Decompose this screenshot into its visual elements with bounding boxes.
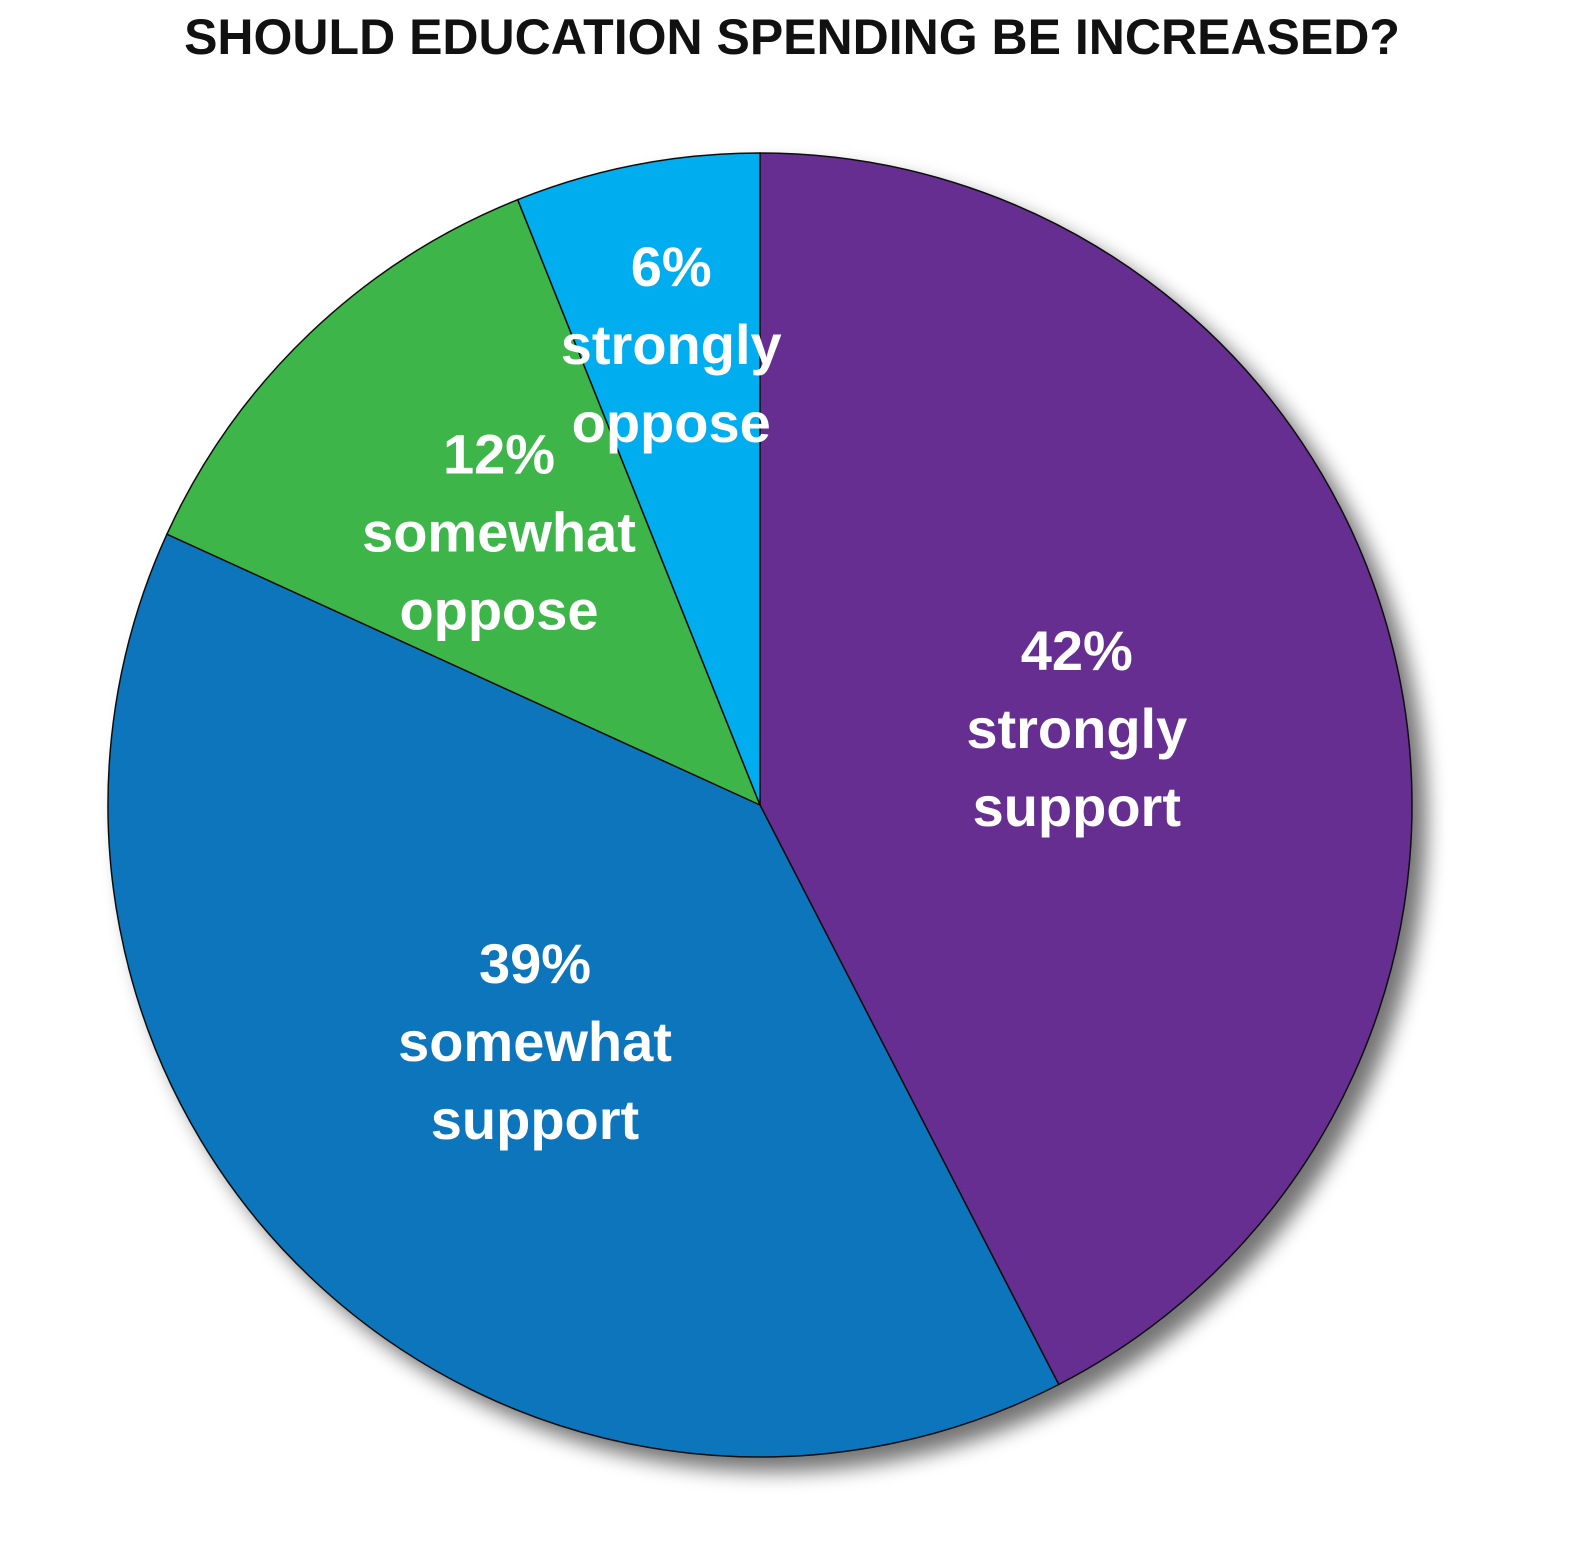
pie-slice-somewhat-support: [107, 533, 1060, 1458]
slice-category-somewhat-support: support: [431, 1088, 639, 1151]
slice-percent-strongly-oppose: 6%: [631, 235, 712, 298]
slice-category-somewhat-support: somewhat: [398, 1010, 672, 1073]
slice-category-strongly-oppose: strongly: [561, 313, 782, 376]
slice-percent-somewhat-support: 39%: [479, 932, 591, 995]
slice-label-strongly-oppose: 6% strongly oppose: [561, 235, 782, 454]
slice-category-strongly-support: strongly: [966, 697, 1187, 760]
pie-slice-strongly-support: [759, 152, 1413, 1386]
slice-category-strongly-support: support: [973, 775, 1181, 838]
slice-label-somewhat-oppose: 12% somewhat oppose: [362, 422, 636, 641]
slice-percent-strongly-support: 42%: [1021, 619, 1133, 682]
slice-category-somewhat-oppose: somewhat: [362, 500, 636, 563]
slice-category-somewhat-oppose: oppose: [399, 578, 598, 641]
slice-category-strongly-oppose: oppose: [572, 391, 771, 454]
slice-percent-somewhat-oppose: 12%: [443, 422, 555, 485]
slice-label-strongly-support: 42% strongly support: [966, 619, 1187, 838]
pie-slice-somewhat-oppose: [165, 198, 762, 807]
pie-slice-strongly-oppose: [516, 152, 761, 806]
pie-slices: [107, 152, 1413, 1458]
chart-title: SHOULD EDUCATION SPENDING BE INCREASED?: [184, 9, 1400, 65]
slice-label-somewhat-support: 39% somewhat support: [398, 932, 672, 1151]
